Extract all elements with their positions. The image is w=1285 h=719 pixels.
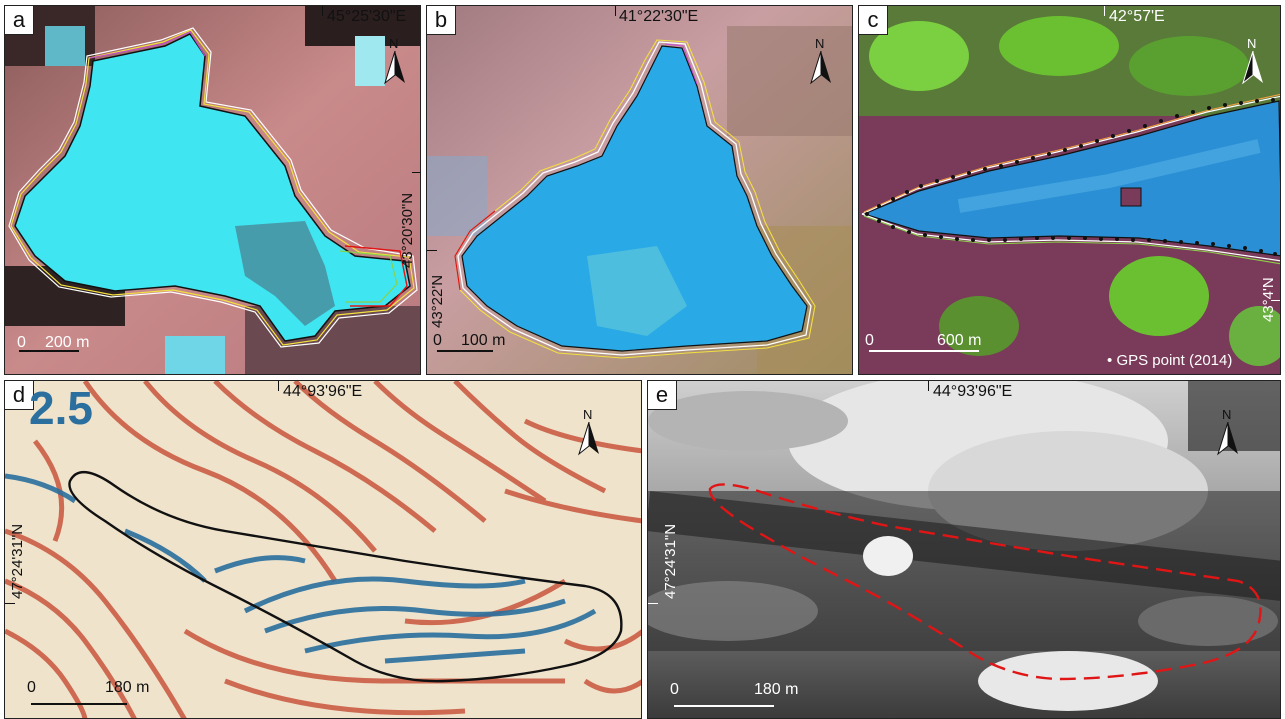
panel-e-label: e <box>648 381 677 410</box>
panel-a-lon-tick <box>322 6 323 16</box>
panel-e: e 44°93'96"E N 47°24'31"N 0 180 m <box>647 380 1281 719</box>
gps-points <box>865 98 1277 256</box>
panel-b-label: b <box>427 6 456 35</box>
panel-c-longitude: 42°57'E <box>1109 8 1165 25</box>
panel-a-scale-zero: 0 <box>17 334 26 351</box>
panel-b-lat-tick <box>427 250 437 251</box>
panel-e-image <box>648 381 1280 718</box>
panel-b: b 41°22'30"E N 43°22'N 0 100 m <box>426 5 853 375</box>
panel-c-lat-tick <box>1271 300 1280 301</box>
panel-c-lon-tick <box>1104 6 1105 16</box>
panel-e-lon-tick <box>928 381 929 391</box>
panel-c-scale-bar <box>869 342 979 352</box>
panel-e-longitude: 44°93'96"E <box>933 383 1013 400</box>
panel-e-scale-end: 180 m <box>754 681 799 698</box>
panel-c: c 42°57'E N 43°4'N 0 600 m • GPS point (… <box>858 5 1281 375</box>
panel-d-longitude: 44°93'96"E <box>283 383 363 400</box>
panel-c-scale-zero: 0 <box>865 332 874 349</box>
north-arrow-icon: N <box>809 36 833 90</box>
gps-point-icon: • <box>1107 352 1113 369</box>
north-arrow-icon: N <box>383 36 407 90</box>
panel-a-scale-end: 200 m <box>45 334 90 351</box>
panel-a-latitude: 43°20'30"N <box>399 192 416 268</box>
map-contour-label: 2.5 <box>29 382 93 434</box>
panel-c-scale-end: 600 m <box>937 332 982 349</box>
panel-d-scale-end: 180 m <box>105 679 150 696</box>
panel-c-image <box>859 6 1280 374</box>
panel-a-label: a <box>5 6 34 35</box>
gps-legend: • GPS point (2014) <box>1107 352 1232 369</box>
panel-d: d 2.5 44°93'96"E N 47°24'31"N 0 180 m <box>4 380 642 719</box>
panel-d-scale-zero: 0 <box>27 679 36 696</box>
panel-a-longitude: 45°25'30"E <box>327 8 407 25</box>
panel-b-latitude: 43°22'N <box>429 274 446 328</box>
panel-e-scale-zero: 0 <box>670 681 679 698</box>
panel-b-longitude: 41°22'30"E <box>619 8 699 25</box>
panel-e-scale-bar <box>674 697 774 707</box>
panel-b-lon-tick <box>615 6 616 16</box>
panel-b-scale-zero: 0 <box>433 332 442 349</box>
north-arrow-icon: N <box>1241 36 1265 90</box>
panel-a-scale-bar <box>19 342 79 352</box>
panel-e-latitude: 47°24'31"N <box>662 523 679 599</box>
panel-a-lat-tick <box>412 172 420 173</box>
north-arrow-icon: N <box>577 407 601 461</box>
panel-d-latitude: 47°24'31"N <box>9 523 26 599</box>
panel-c-latitude: 43°4'N <box>1260 277 1277 322</box>
gps-legend-label: GPS point (2014) <box>1116 352 1233 369</box>
panel-d-label: d <box>5 381 34 410</box>
panel-c-label: c <box>859 6 888 35</box>
panel-d-scale-bar <box>31 695 127 705</box>
panel-e-lat-tick <box>648 603 658 604</box>
panel-b-image <box>427 6 852 374</box>
panel-d-image <box>5 381 641 718</box>
panel-b-scale-bar <box>437 342 493 352</box>
panel-a-image <box>5 6 420 374</box>
north-arrow-icon: N <box>1216 407 1240 461</box>
panel-d-lon-tick <box>278 381 279 391</box>
panel-b-scale-end: 100 m <box>461 332 506 349</box>
panel-a: a 45°25'30"E N 43°20'30"N 0 200 m <box>4 5 421 375</box>
panel-d-lat-tick <box>5 603 15 604</box>
